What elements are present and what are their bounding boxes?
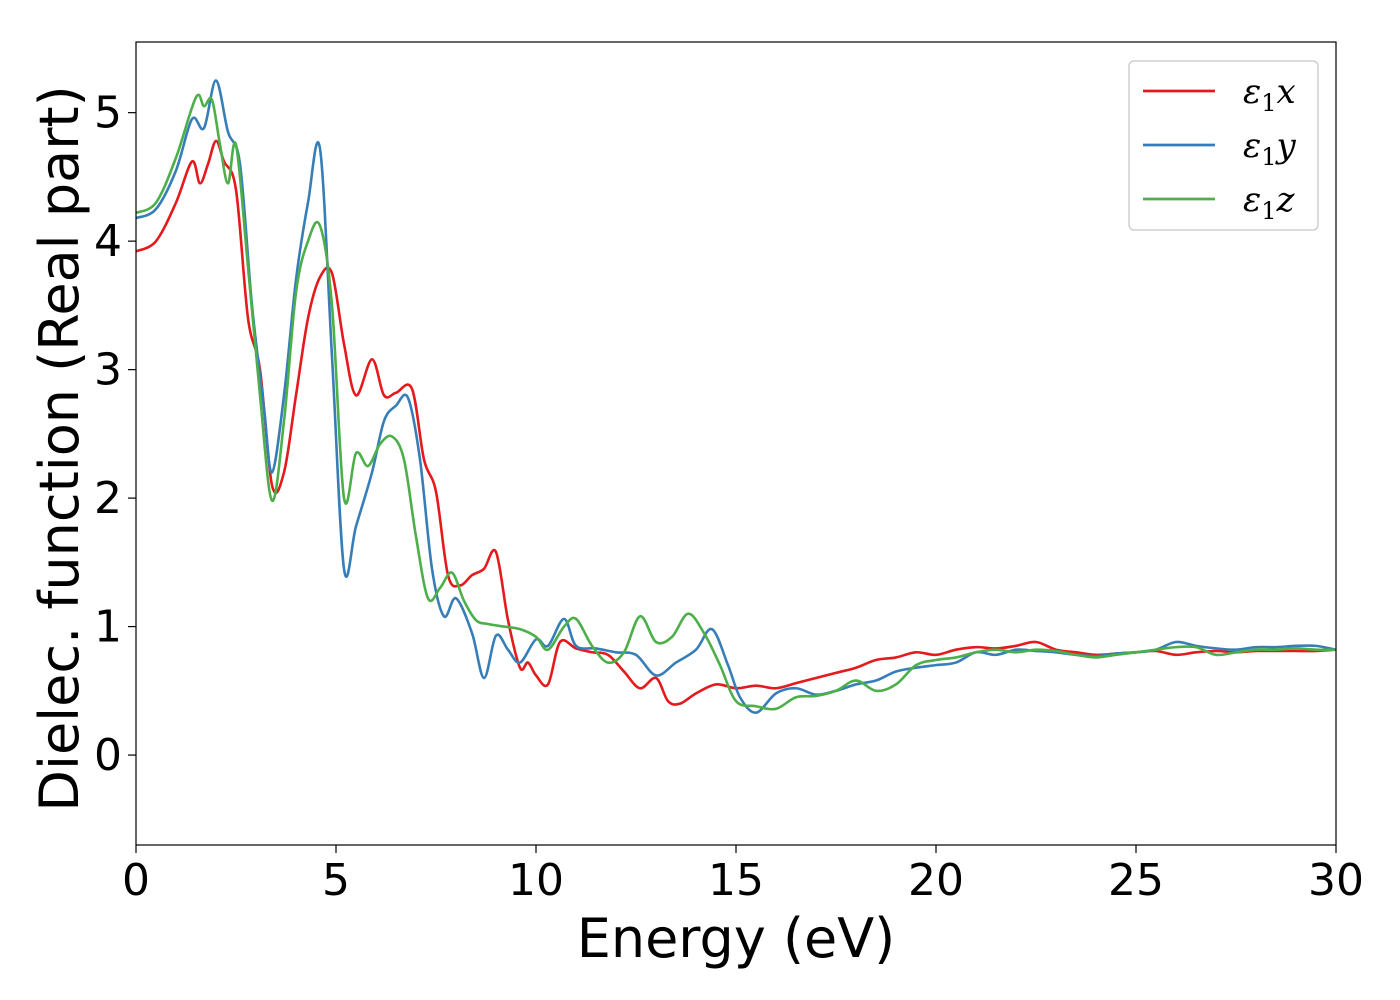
y-tick-label: 3 xyxy=(94,345,122,396)
x-axis-label: Energy (eV) xyxy=(577,907,896,970)
x-tick-label: 5 xyxy=(322,855,350,906)
x-tick-label: 25 xyxy=(1108,855,1164,906)
x-tick-label: 30 xyxy=(1308,855,1364,906)
y-tick-label: 5 xyxy=(94,88,122,139)
x-tick-label: 20 xyxy=(908,855,964,906)
legend: ε1x ε1y ε1z xyxy=(1128,60,1319,231)
y-tick-label: 1 xyxy=(94,602,122,653)
legend-label-z: ε1z xyxy=(1243,180,1296,225)
y-tick-label: 0 xyxy=(94,730,122,781)
x-tick-label: 15 xyxy=(708,855,764,906)
x-tick-label: 0 xyxy=(122,855,150,906)
y-tick-label: 2 xyxy=(94,473,122,524)
x-axis: 0 5 10 15 20 25 30 xyxy=(122,845,1364,906)
series-line-x xyxy=(136,139,1336,706)
y-axis: 0 1 2 3 4 5 xyxy=(94,88,136,781)
y-tick-label: 4 xyxy=(94,216,122,267)
legend-box xyxy=(1128,60,1319,231)
legend-label-x: ε1x xyxy=(1243,72,1296,117)
legend-label-y: ε1y xyxy=(1243,126,1297,171)
x-tick-label: 10 xyxy=(508,855,564,906)
series-layer xyxy=(136,79,1336,714)
y-axis-label: Dielec. function (Real part) xyxy=(28,85,91,811)
series-line-z xyxy=(136,93,1336,711)
